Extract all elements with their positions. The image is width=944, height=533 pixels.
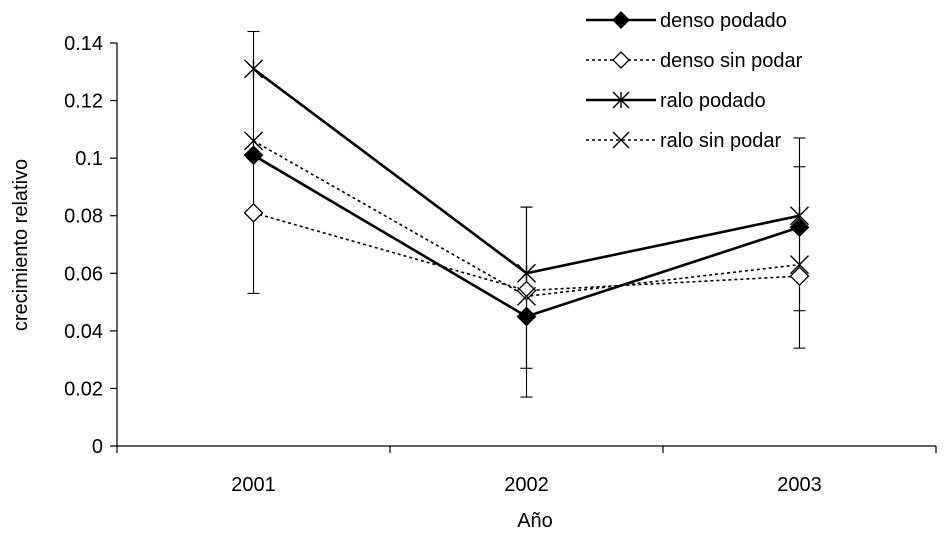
legend-item: denso sin podar — [586, 50, 803, 72]
data-point-ralo-sin-podar — [244, 131, 263, 151]
data-point-denso-podado — [243, 145, 264, 166]
x-tick-label: 2003 — [777, 474, 822, 496]
legend-marker — [612, 11, 630, 29]
legend-label: denso sin podar — [660, 50, 803, 72]
y-tick-label: 0.04 — [64, 321, 103, 343]
x-axis-label: Año — [517, 510, 553, 532]
legend-label: ralo sin podar — [660, 130, 782, 152]
y-tick-label: 0.12 — [64, 91, 103, 113]
data-point-denso-podado — [516, 306, 537, 327]
marker-stroke — [244, 131, 263, 151]
legend-item: denso podado — [586, 10, 787, 32]
data-point-ralo-sin-podar — [790, 255, 809, 275]
data-point-ralo-podado — [790, 206, 809, 226]
marker-stroke — [790, 255, 809, 275]
y-ticks: 0 0.02 0.04 0.06 0.08 0.1 0.12 0.14 — [64, 33, 117, 458]
marker-stroke — [612, 131, 630, 149]
data-point-ralo-sin-podar — [517, 286, 536, 306]
marker-stroke — [517, 286, 536, 306]
legend-label: denso podado — [660, 10, 787, 32]
legend-item: ralo podado — [586, 90, 766, 112]
legend-marker — [612, 91, 630, 109]
x-ticks: 2001 2002 2003 — [116, 446, 937, 496]
x-tick-label: 2002 — [504, 474, 549, 496]
y-tick-label: 0.1 — [75, 148, 103, 170]
y-tick-label: 0 — [92, 436, 103, 458]
legend-item: ralo sin podar — [586, 130, 782, 152]
error-bars — [247, 30, 806, 398]
x-tick-label: 2001 — [231, 474, 276, 496]
legend-marker — [612, 131, 630, 149]
data-point-denso-sin-podar — [516, 280, 537, 301]
y-tick-label: 0.08 — [64, 206, 103, 228]
plot-area: 00.020.040.060.080.10.120.14 2001 2002 200… — [64, 30, 937, 496]
y-tick-label: 0.14 — [64, 33, 103, 55]
series-markers — [243, 59, 810, 327]
legend-label: ralo podado — [660, 90, 766, 112]
y-tick-label: 0.02 — [64, 378, 103, 400]
y-tick-label: 0.06 — [64, 263, 103, 285]
data-point-denso-sin-podar — [789, 266, 810, 287]
data-point-ralo-podado — [244, 59, 263, 79]
legend-marker — [612, 51, 630, 69]
data-point-denso-sin-podar — [243, 202, 264, 223]
data-point-ralo-podado — [517, 263, 536, 283]
data-point-denso-podado — [789, 217, 810, 238]
legend: denso podado denso sin podar ralo podado ra… — [586, 10, 803, 152]
y-axis-label: crecimiento relativo — [10, 159, 32, 331]
